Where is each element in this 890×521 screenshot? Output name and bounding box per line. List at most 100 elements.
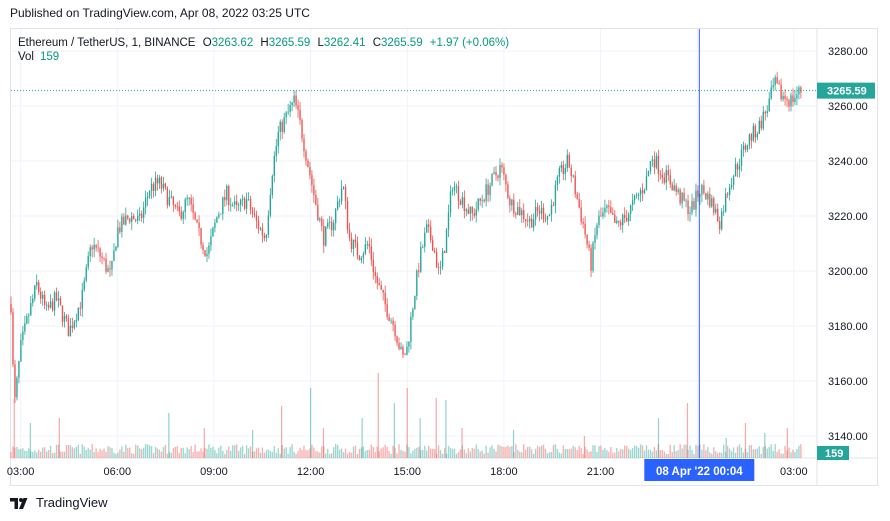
volume-bar [319,452,321,458]
volume-bar [81,444,83,458]
volume-bar [782,453,784,458]
candle-body [148,190,151,197]
volume-spike [657,418,660,458]
candle-body [67,318,70,337]
time-tick-label: 15:00 [393,466,421,478]
candle-body [190,197,192,205]
candle-body [501,164,503,168]
candle-body [146,196,149,199]
candle-body [519,207,521,216]
volume-bar [443,448,446,458]
candle-body [230,204,232,206]
candle-body [517,207,519,215]
volume-bar [564,449,567,458]
candle-body [580,207,582,222]
volume-bar [232,445,234,458]
volume-bar [402,450,404,458]
volume-bar [481,450,483,458]
candle-body [174,205,177,207]
candle-body [701,185,703,195]
volume-bar [123,451,125,458]
volume-bar [127,447,129,458]
volume-bar [16,446,18,458]
candle-body [150,183,153,191]
candle-body [127,215,129,219]
volume-spike [435,398,437,458]
volume-bar [612,452,614,458]
candle-body [481,199,483,201]
candle-body [73,321,76,328]
volume-bar [59,451,62,458]
volume-bar [230,450,232,458]
candle-body [641,190,644,194]
candle-body [699,194,701,197]
candle-body [542,207,545,220]
candle-body [499,164,501,178]
volume-bar [418,446,420,458]
volume-bar [697,445,699,458]
volume-bar [431,448,434,458]
volume-bar [291,444,293,458]
volume-bar [717,452,719,458]
candle-body [109,268,111,270]
candle-body [77,307,80,321]
volume-bar [178,452,180,458]
volume-bar [683,444,685,458]
volume-bar [388,450,390,458]
candle-body [719,221,721,230]
volume-bar [521,452,523,458]
candle-body [796,94,798,99]
candle-body [107,268,109,272]
volume-bar [600,445,602,458]
candle-body [443,251,446,253]
candle-body [358,255,361,261]
candle-body [388,316,390,321]
candle-body [356,242,359,256]
candle-body [319,218,321,221]
volume-bar [87,447,89,458]
volume-bar [26,451,28,458]
volume-spike [203,428,205,458]
candle-body [715,208,717,213]
candle-body [91,247,93,250]
candle-body [772,85,774,88]
candle-body [194,212,196,220]
candle-body [212,227,214,237]
volume-spike [393,403,395,458]
volume-bar [449,447,452,458]
candle-body [97,247,99,249]
chart-frame[interactable] [10,28,878,486]
volume-bar [728,448,731,458]
volume-bar [287,453,289,458]
candle-body [301,120,303,139]
candle-body [473,213,475,216]
volume-bar [301,449,303,458]
volume-bar [748,445,751,458]
candle-body [309,166,311,176]
volume-bar [635,445,638,458]
candle-body [172,196,175,206]
volume-bar [218,447,220,458]
candle-body [635,194,638,196]
volume-bar [293,451,295,458]
candle-body [275,146,277,157]
candle-body [87,256,89,268]
candle-body [416,270,418,296]
symbol-title[interactable]: Ethereum / TetherUS, 1, BINANCE [18,37,196,49]
volume-label[interactable]: Vol [18,51,34,63]
candle-body [503,167,505,175]
candle-body [485,184,487,202]
volume-bar [606,450,608,458]
candle-body [158,177,161,184]
volume-bar [629,450,632,458]
volume-bar [699,444,701,458]
footer-brand[interactable]: TradingView [10,495,108,510]
volume-spike [786,428,788,458]
candle-body [370,246,372,260]
candle-body [331,221,333,231]
time-tick-label: 03:00 [780,466,808,478]
candle-body [746,145,749,150]
volume-bar [91,444,93,458]
candle-body [20,340,22,362]
